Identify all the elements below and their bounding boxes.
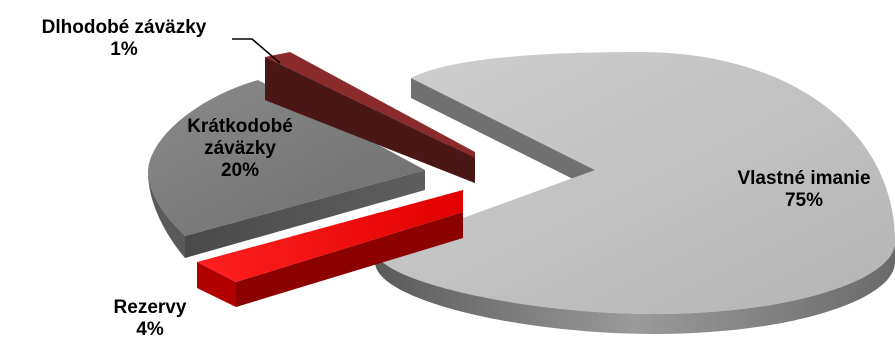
data-label-rezervy-value: 4% xyxy=(136,319,164,340)
data-label-vlastne-imanie-value: 75% xyxy=(784,190,824,211)
pie-slice-vlastne-imanie-side xyxy=(375,242,895,334)
data-label-kratkodobe-zavazky-name-line1: Krátkodobé xyxy=(187,116,293,137)
pie-slice-vlastne-imanie xyxy=(375,52,895,334)
data-label-kratkodobe-zavazky: Krátkodobé záväzky 20% xyxy=(170,116,310,182)
pie-slice-rezervy xyxy=(197,190,463,307)
pie-slice-rezervy-top xyxy=(197,190,463,282)
pie-slice-dlhodobe-zavazky xyxy=(265,52,475,183)
pie-slice-rezervy-side xyxy=(197,262,236,307)
data-label-vlastne-imanie-name: Vlastné imanie xyxy=(737,168,871,189)
pie-slice-dlhodobe-zavazky-top xyxy=(265,52,475,158)
data-label-dlhodobe-zavazky-value: 1% xyxy=(110,39,138,60)
pie-slice-vlastne-imanie-top xyxy=(375,52,895,314)
data-label-rezervy-name: Rezervy xyxy=(113,297,187,318)
pie-slice-kratkodobe-zavazky-front xyxy=(185,170,425,258)
data-label-vlastne-imanie: Vlastné imanie 75% xyxy=(718,168,890,212)
pie-slice-vlastne-imanie-inner-side xyxy=(411,78,595,190)
data-label-dlhodobe-zavazky: Dlhodobé záväzky 1% xyxy=(8,17,240,61)
data-label-dlhodobe-zavazky-name: Dlhodobé záväzky xyxy=(41,17,207,38)
leader-line-dlhodobe-zavazky xyxy=(232,38,281,64)
pie-slice-kratkodobe-zavazky-top xyxy=(148,80,425,236)
data-label-rezervy: Rezervy 4% xyxy=(95,297,205,341)
data-label-kratkodobe-zavazky-name-line2: záväzky xyxy=(204,138,276,159)
pie-slice-rezervy-front xyxy=(236,212,463,307)
pie-slice-kratkodobe-zavazky xyxy=(148,80,425,258)
pie-slice-dlhodobe-zavazky-face xyxy=(265,57,475,183)
data-label-kratkodobe-zavazky-value: 20% xyxy=(220,160,260,181)
